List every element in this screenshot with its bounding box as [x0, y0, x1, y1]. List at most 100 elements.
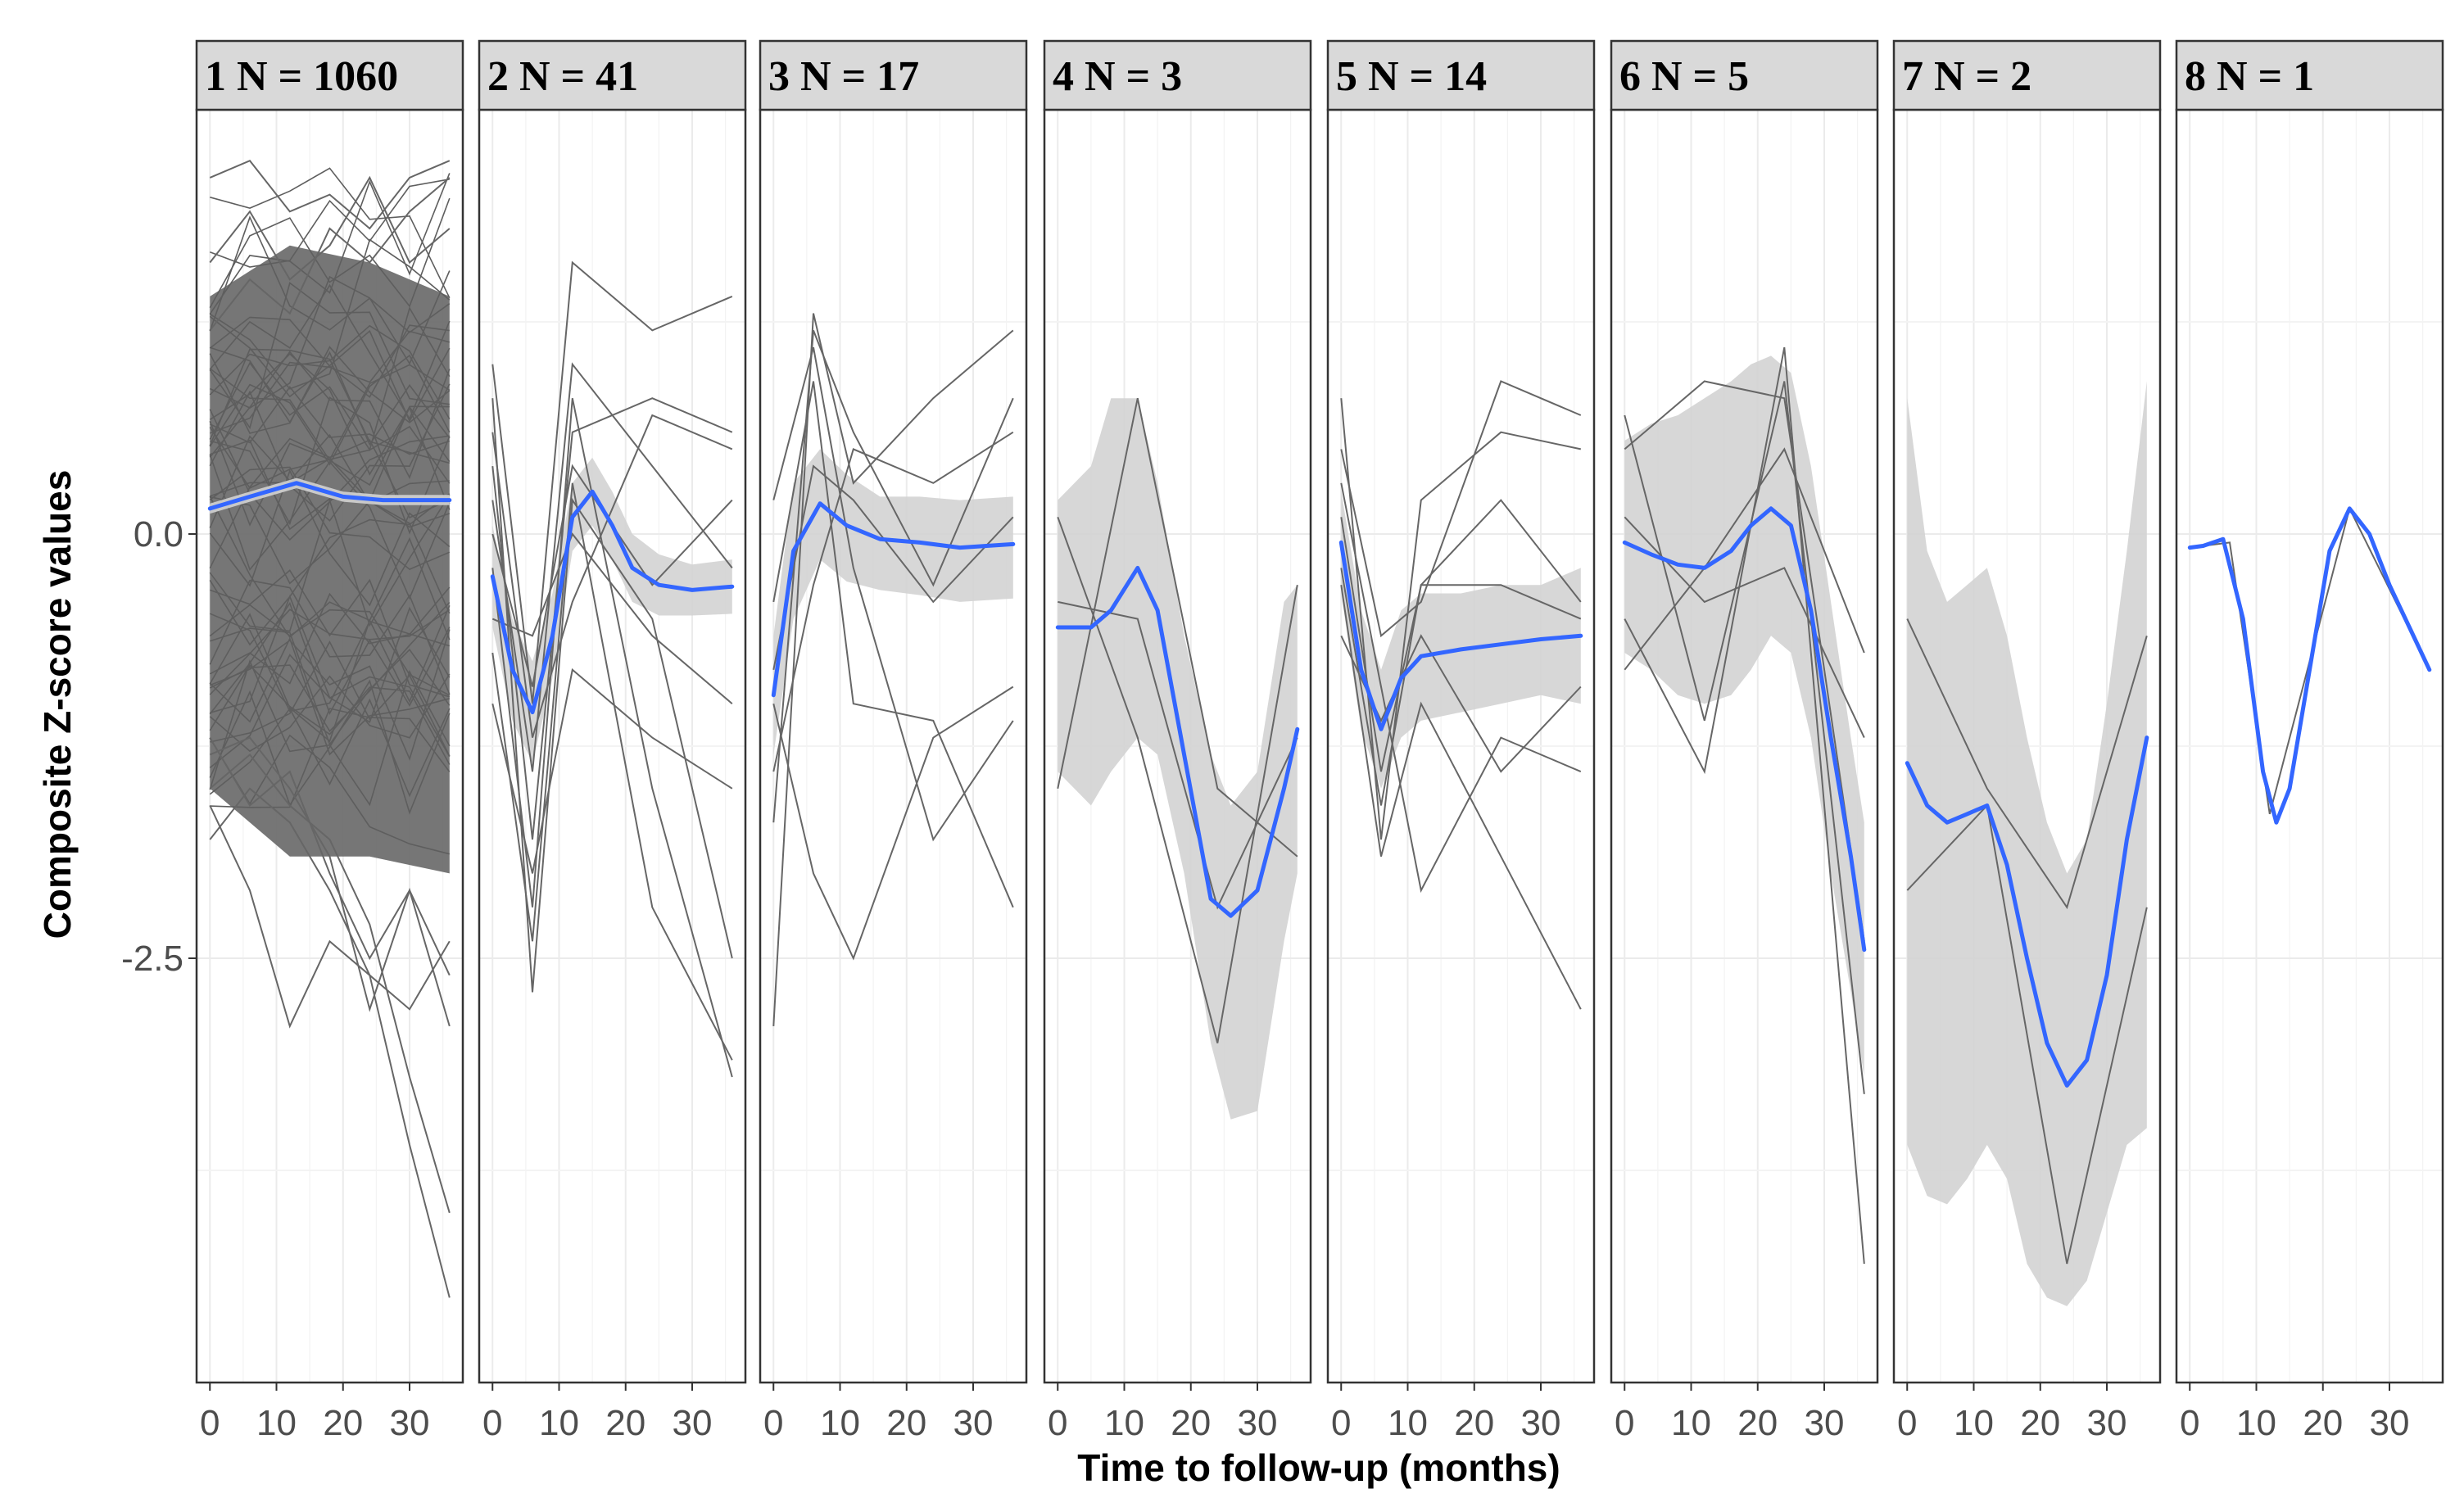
strip-background — [1892, 39, 2162, 111]
confidence-band — [210, 477, 450, 514]
strip-label: 2 N = 41 — [487, 53, 638, 100]
individual-trajectories — [209, 159, 451, 1298]
smoothed-mean-line — [490, 489, 735, 715]
individual-trajectory — [1624, 380, 1865, 942]
x-tick-label: 30 — [390, 1403, 430, 1443]
individual-trajectory — [210, 330, 451, 434]
individual-trajectory — [209, 664, 451, 765]
individual-trajectory — [772, 330, 1014, 823]
x-tick-label: 10 — [539, 1403, 579, 1443]
facet-panel-8: 8 N = 1 0 10 20 30 — [2175, 39, 2444, 1443]
individual-trajectory — [772, 431, 1014, 772]
x-tick-label: 0 — [1331, 1403, 1351, 1443]
confidence-band — [492, 457, 732, 763]
facet-panel-2: 2 N = 41 0 10 20 30 — [478, 39, 747, 1443]
individual-trajectory — [209, 354, 451, 466]
individual-trajectory — [209, 215, 451, 333]
confidence-band — [1341, 491, 1581, 789]
gridlines — [1328, 109, 1594, 1383]
individual-trajectory — [210, 569, 451, 698]
x-tick-label: 10 — [1671, 1403, 1711, 1443]
y-tick-label: 0.0 — [134, 514, 183, 554]
x-tick-label: 30 — [953, 1403, 994, 1443]
individual-trajectory — [210, 496, 451, 614]
smoothed-mean-line — [771, 501, 1016, 698]
facet-panel-5: 5 N = 14 0 10 20 30 — [1326, 39, 1596, 1443]
individual-trajectory — [491, 397, 733, 840]
x-tick-label: 20 — [1737, 1403, 1778, 1443]
individual-trajectory — [209, 270, 451, 410]
individual-trajectory — [209, 238, 451, 390]
smoothed-mean-line — [207, 481, 452, 511]
individual-trajectory — [209, 734, 450, 855]
x-tick-label: 30 — [2370, 1403, 2410, 1443]
individual-trajectory — [209, 437, 451, 569]
x-tick-label: 0 — [2180, 1403, 2199, 1443]
strip-background — [1610, 39, 1879, 111]
individual-trajectory — [210, 396, 451, 535]
x-tick-label: 30 — [673, 1403, 713, 1443]
y-tick-label: -2.5 — [121, 939, 183, 979]
individual-trajectory — [2190, 506, 2430, 815]
individual-trajectory — [209, 197, 451, 309]
facet-panel-4: 4 N = 3 0 10 20 30 — [1043, 39, 1312, 1443]
x-tick-label: 30 — [2087, 1403, 2127, 1443]
individual-trajectory — [209, 636, 451, 756]
individual-trajectory — [209, 737, 451, 976]
smoothed-mean-line — [1905, 735, 2149, 1088]
individual-trajectory — [209, 283, 451, 421]
individual-trajectories — [1906, 618, 2148, 1265]
x-tick-label: 0 — [1897, 1403, 1917, 1443]
x-tick-label: 0 — [1615, 1403, 1634, 1443]
facet-panel-1: 1 N = 1060 0 10 20 30 — [195, 39, 464, 1443]
strip-background — [195, 39, 464, 111]
individual-trajectory — [209, 604, 451, 743]
individual-trajectory — [210, 640, 451, 757]
x-tick-label: 10 — [2236, 1403, 2276, 1443]
strip-label: 6 N = 5 — [1619, 53, 1749, 100]
individual-trajectory — [1058, 600, 1298, 910]
individual-trajectory — [209, 613, 451, 713]
x-tick-label: 20 — [886, 1403, 926, 1443]
individual-trajectories — [1057, 397, 1298, 1043]
individual-trajectory — [209, 753, 451, 1214]
individual-trajectory — [209, 579, 451, 695]
x-tick-label: 0 — [763, 1403, 783, 1443]
x-tick-label: 20 — [1171, 1403, 1211, 1443]
strip-label: 8 N = 1 — [2185, 53, 2314, 100]
individual-trajectory — [209, 496, 451, 640]
individual-trajectory — [491, 464, 733, 687]
x-tick-label: 0 — [482, 1403, 502, 1443]
individual-trajectory — [209, 659, 451, 807]
trajectory-mass — [210, 245, 450, 874]
individual-trajectory — [209, 324, 451, 420]
x-tick-label: 30 — [1805, 1403, 1845, 1443]
individual-trajectory — [209, 173, 451, 315]
facet-panel-3: 3 N = 17 0 10 20 30 — [759, 39, 1028, 1443]
individual-trajectory — [1906, 618, 2148, 910]
strip-label: 3 N = 17 — [768, 53, 919, 100]
individual-trajectory — [209, 698, 451, 798]
individual-trajectory — [491, 668, 733, 874]
trajectory-cloud — [209, 167, 451, 855]
individual-trajectory — [209, 454, 451, 600]
individual-trajectory — [210, 346, 451, 446]
individual-trajectory — [209, 175, 451, 281]
x-tick-label: 10 — [256, 1403, 297, 1443]
strip-background — [759, 39, 1028, 111]
x-tick-label: 0 — [1048, 1403, 1067, 1443]
individual-trajectory — [209, 466, 451, 571]
y-axis-title: Composite Z-score values — [36, 470, 79, 939]
facet-panel-6: 6 N = 5 0 10 20 30 — [1610, 39, 1879, 1443]
individual-trajectories — [2190, 506, 2430, 815]
individual-trajectory — [209, 433, 450, 528]
individual-trajectory — [209, 306, 451, 452]
individual-trajectory — [1906, 803, 2148, 1265]
x-tick-label: 10 — [1104, 1403, 1144, 1443]
individual-trajectory — [1624, 381, 1865, 1094]
confidence-band — [773, 449, 1013, 755]
individual-trajectory — [210, 627, 451, 746]
individual-trajectory — [772, 313, 1014, 1026]
